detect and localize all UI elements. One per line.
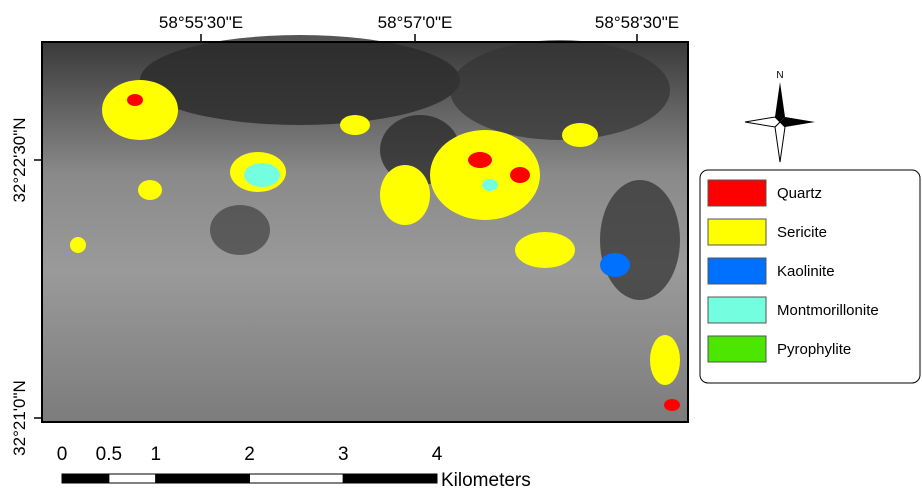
scale-tick-label: 0.5	[96, 444, 122, 465]
scale-segment	[109, 474, 156, 483]
legend-swatch	[708, 219, 766, 245]
scale-segment	[250, 474, 344, 483]
y-coordinate-label: 32°21'0"N	[10, 380, 29, 456]
north-label: N	[776, 70, 783, 81]
legend-label: Sericite	[777, 224, 827, 241]
y-coordinate-label: 32°22'30"N	[10, 117, 29, 202]
legend-label: Montmorillonite	[777, 302, 879, 319]
north-arrow: N	[745, 70, 815, 162]
legend-swatch	[708, 297, 766, 323]
satellite-image	[42, 35, 688, 422]
x-coordinate-label: 58°55'30"E	[159, 13, 243, 32]
scale-segment	[62, 474, 109, 483]
scale-segment	[156, 474, 250, 483]
legend-swatch	[708, 336, 766, 362]
scale-bar: 0 0.5 1 2 3 4 Kilometers	[57, 444, 531, 491]
scale-unit: Kilometers	[441, 470, 531, 491]
legend-label: Kaolinite	[777, 263, 835, 280]
legend-label: Pyrophylite	[777, 341, 851, 358]
legend-label: Quartz	[777, 185, 822, 202]
x-coordinate-label: 58°58'30"E	[595, 13, 679, 32]
scale-tick-label: 3	[338, 444, 349, 465]
scale-tick-label: 1	[150, 444, 161, 465]
scale-tick-label: 4	[432, 444, 443, 465]
legend-swatch	[708, 258, 766, 284]
scale-tick-label: 0	[57, 444, 68, 465]
map-figure: N Quartz Sericite Kaolinite Montmorillonite…	[0, 0, 922, 493]
x-coordinate-label: 58°57'0"E	[378, 13, 453, 32]
legend-swatch	[708, 180, 766, 206]
scale-tick-label: 2	[244, 444, 255, 465]
scale-segment	[343, 474, 437, 483]
